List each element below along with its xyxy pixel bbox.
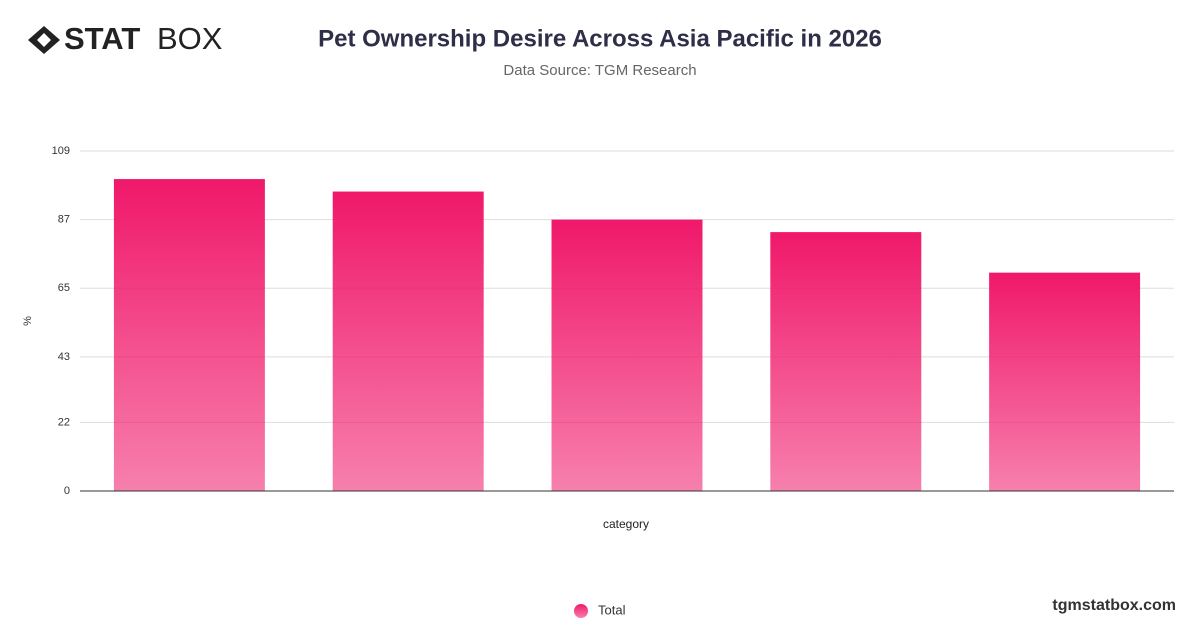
y-tick-label: 109 xyxy=(52,145,70,157)
bar xyxy=(113,179,265,491)
y-tick-label: 0 xyxy=(64,485,70,497)
legend-label: Total xyxy=(598,602,626,617)
y-tick-label: 43 xyxy=(58,351,70,363)
legend-swatch xyxy=(574,604,588,618)
bar xyxy=(989,272,1141,491)
chart-title: Pet Ownership Desire Across Asia Pacific… xyxy=(318,25,882,52)
chart-subtitle: Data Source: TGM Research xyxy=(503,62,696,79)
x-axis-label: category xyxy=(603,517,649,531)
bar xyxy=(770,232,922,491)
bar xyxy=(332,191,484,491)
brand-bold: STAT xyxy=(64,21,140,56)
logo[interactable]: STAT BOX xyxy=(28,21,223,56)
y-tick-label: 22 xyxy=(58,416,70,428)
logo-icon-inner xyxy=(37,33,51,47)
brand-light: BOX xyxy=(157,21,223,56)
y-tick-label: 65 xyxy=(58,282,70,294)
bar xyxy=(551,219,703,492)
y-tick-label: 87 xyxy=(58,214,70,226)
footer[interactable]: tgmstatbox.com xyxy=(1052,597,1176,614)
legend-item[interactable]: Total xyxy=(574,602,626,618)
y-axis-label: % xyxy=(22,316,34,326)
